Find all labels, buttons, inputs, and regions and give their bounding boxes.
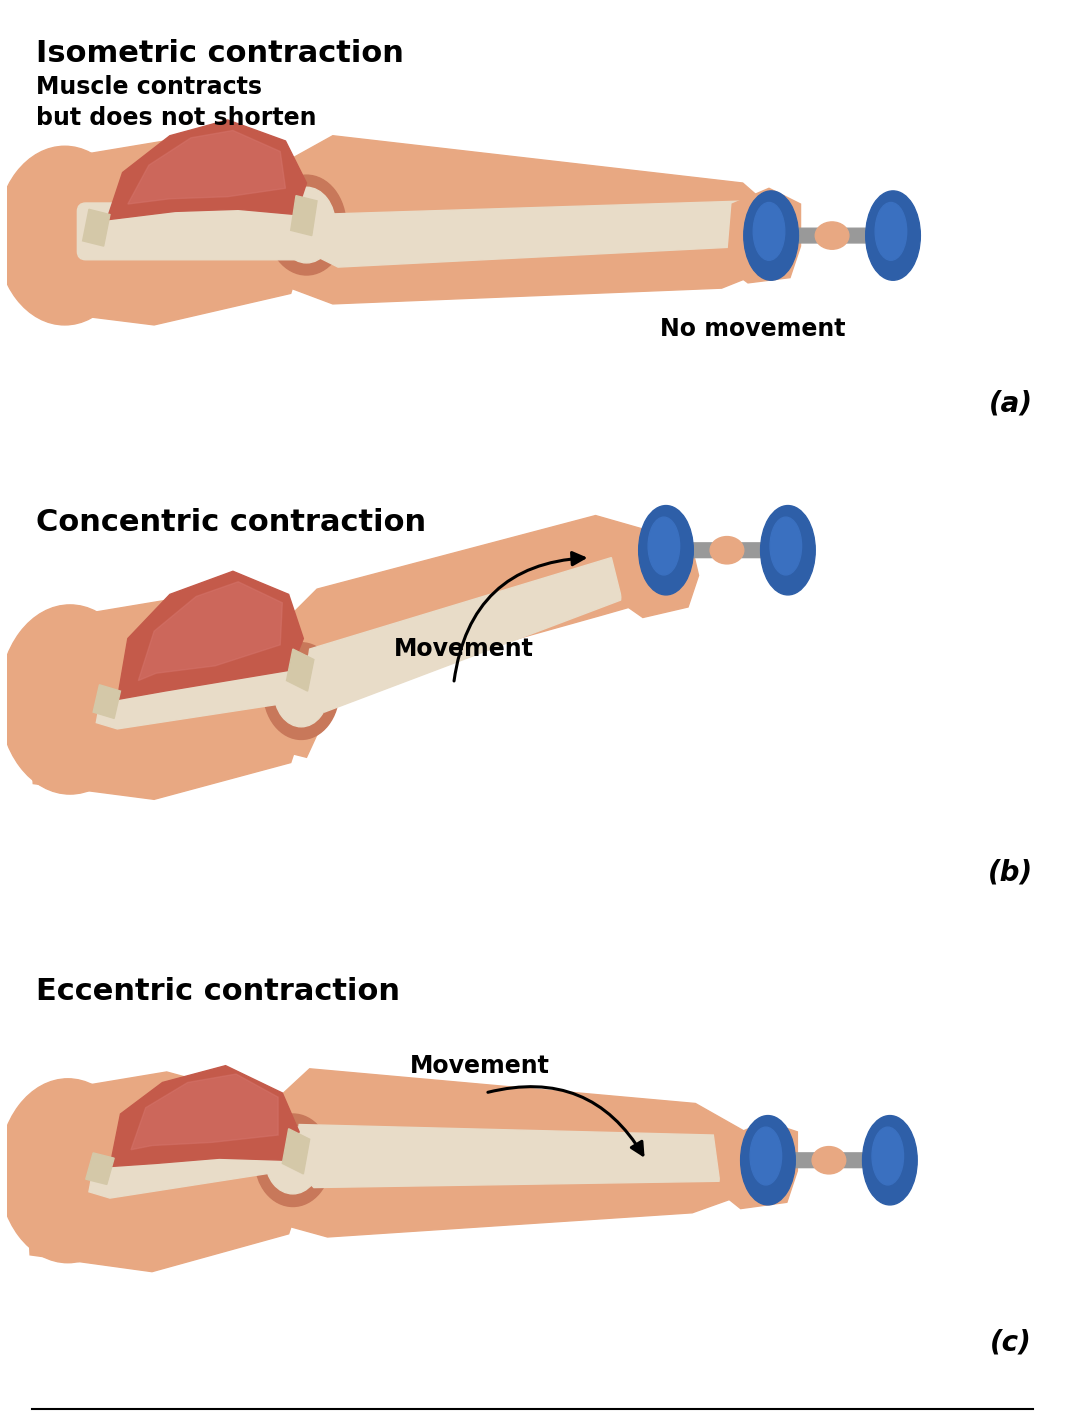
Ellipse shape	[875, 203, 906, 260]
Polygon shape	[622, 530, 699, 618]
Ellipse shape	[866, 190, 920, 280]
Polygon shape	[26, 1072, 310, 1272]
Ellipse shape	[872, 1127, 903, 1184]
Polygon shape	[304, 558, 622, 711]
Text: Concentric contraction: Concentric contraction	[36, 508, 426, 537]
Ellipse shape	[760, 506, 815, 595]
Polygon shape	[131, 1074, 278, 1150]
Text: (a): (a)	[988, 389, 1033, 417]
Ellipse shape	[770, 517, 802, 575]
Polygon shape	[22, 141, 312, 325]
Ellipse shape	[639, 506, 693, 595]
Polygon shape	[117, 571, 304, 700]
Polygon shape	[106, 119, 307, 220]
Polygon shape	[96, 657, 296, 728]
Polygon shape	[138, 582, 282, 680]
Polygon shape	[110, 1065, 299, 1167]
Polygon shape	[312, 200, 753, 267]
Ellipse shape	[263, 643, 339, 740]
Ellipse shape	[274, 656, 329, 727]
Text: (b): (b)	[988, 859, 1033, 888]
Text: Movement: Movement	[410, 1054, 550, 1078]
FancyBboxPatch shape	[78, 203, 305, 260]
Text: Isometric contraction: Isometric contraction	[36, 38, 405, 68]
Ellipse shape	[0, 605, 141, 794]
Polygon shape	[93, 684, 120, 719]
Polygon shape	[285, 136, 785, 304]
Text: Muscle contracts
but does not shorten: Muscle contracts but does not shorten	[36, 75, 317, 131]
Ellipse shape	[863, 1116, 917, 1206]
FancyBboxPatch shape	[776, 229, 888, 243]
Ellipse shape	[265, 1126, 321, 1194]
Text: No movement: No movement	[660, 317, 846, 341]
Ellipse shape	[740, 1116, 796, 1206]
Polygon shape	[720, 1122, 798, 1208]
Ellipse shape	[255, 1115, 331, 1207]
Polygon shape	[86, 1153, 114, 1184]
Polygon shape	[128, 131, 285, 204]
Ellipse shape	[750, 1127, 782, 1184]
Text: Movement: Movement	[394, 638, 535, 662]
Polygon shape	[89, 1129, 285, 1198]
Ellipse shape	[753, 203, 785, 260]
Ellipse shape	[649, 517, 679, 575]
Polygon shape	[83, 209, 110, 246]
Text: Eccentric contraction: Eccentric contraction	[36, 977, 400, 1007]
Ellipse shape	[0, 1079, 137, 1262]
Polygon shape	[28, 599, 312, 799]
Polygon shape	[293, 1125, 720, 1187]
FancyBboxPatch shape	[671, 542, 783, 558]
Polygon shape	[282, 1129, 310, 1174]
Ellipse shape	[0, 146, 133, 325]
Polygon shape	[267, 1069, 751, 1237]
Polygon shape	[286, 649, 314, 692]
Polygon shape	[727, 189, 801, 283]
Polygon shape	[275, 515, 674, 757]
Ellipse shape	[743, 190, 799, 280]
Text: (c): (c)	[989, 1328, 1032, 1356]
Ellipse shape	[813, 1146, 846, 1174]
Ellipse shape	[267, 175, 346, 275]
Ellipse shape	[710, 537, 743, 564]
Ellipse shape	[278, 187, 335, 263]
Ellipse shape	[815, 222, 849, 250]
Polygon shape	[291, 196, 317, 236]
FancyBboxPatch shape	[773, 1153, 885, 1167]
